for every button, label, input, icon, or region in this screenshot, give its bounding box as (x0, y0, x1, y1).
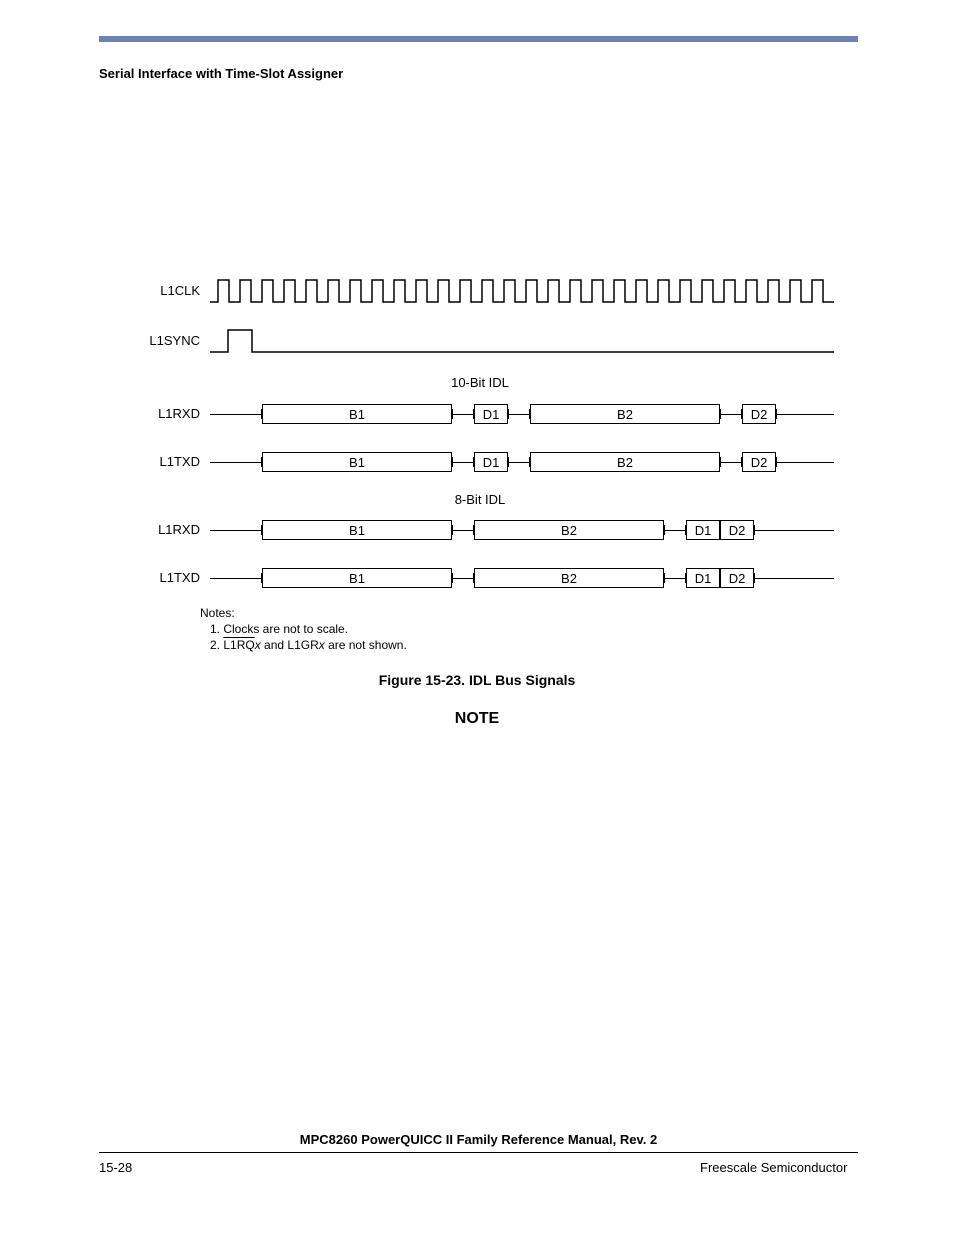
timeslot-box: B1 (262, 568, 452, 588)
decoration (776, 457, 777, 467)
decoration (261, 457, 262, 467)
decoration (741, 409, 742, 419)
signal-baseline (776, 414, 834, 415)
decoration (719, 525, 720, 535)
decoration (452, 409, 453, 419)
decoration (754, 573, 755, 583)
signal-label: L1RXD (140, 406, 200, 421)
timeslot-box: B2 (530, 452, 720, 472)
timeslot-box: B2 (474, 520, 664, 540)
footer-rule (99, 1152, 858, 1153)
decoration (452, 573, 453, 583)
signal-baseline (754, 578, 834, 579)
signal-baseline (210, 414, 262, 415)
timeslot-box: D2 (742, 452, 776, 472)
decoration (261, 525, 262, 535)
decoration (508, 457, 509, 467)
decoration: x (255, 638, 261, 652)
decoration (529, 409, 530, 419)
decoration (261, 573, 262, 583)
decoration (473, 573, 474, 583)
signal-baseline (210, 462, 262, 463)
timeslot-box: B2 (474, 568, 664, 588)
timeslot-box: B1 (262, 452, 452, 472)
signal-baseline (508, 462, 530, 463)
decoration (261, 409, 262, 419)
decoration (719, 573, 720, 583)
signal-baseline (452, 530, 474, 531)
sync-waveform (0, 0, 954, 1235)
label-8bit-idl: 8-Bit IDL (430, 492, 530, 507)
signal-baseline (508, 414, 530, 415)
decoration (473, 457, 474, 467)
signal-baseline (720, 462, 742, 463)
timeslot-box: D2 (720, 520, 754, 540)
decoration (685, 525, 686, 535)
footer-page-number: 15-28 (99, 1160, 132, 1175)
timeslot-box: D1 (686, 568, 720, 588)
decoration: L1RQ (223, 638, 254, 652)
signal-label: L1RXD (140, 522, 200, 537)
signal-baseline (776, 462, 834, 463)
timeslot-box: B2 (530, 404, 720, 424)
decoration (664, 525, 665, 535)
signal-baseline (210, 530, 262, 531)
decoration (720, 457, 721, 467)
timeslot-box: D1 (474, 404, 508, 424)
note-heading: NOTE (417, 710, 537, 728)
decoration (473, 409, 474, 419)
timeslot-box: B1 (262, 520, 452, 540)
decoration (685, 573, 686, 583)
signal-baseline (754, 530, 834, 531)
signal-label: L1TXD (140, 454, 200, 469)
decoration: x (319, 638, 325, 652)
decoration (741, 457, 742, 467)
timeslot-box: D2 (742, 404, 776, 424)
decoration (452, 457, 453, 467)
decoration (210, 330, 834, 352)
signal-baseline (664, 530, 686, 531)
decoration (452, 525, 453, 535)
timeslot-box: D1 (474, 452, 508, 472)
signal-label: L1TXD (140, 570, 200, 585)
decoration (508, 409, 509, 419)
label-10bit-idl: 10-Bit IDL (430, 375, 530, 390)
figure-notes: Notes: 1. Clocks are not to scale. 2. L1… (200, 605, 407, 654)
signal-baseline (452, 462, 474, 463)
decoration (754, 525, 755, 535)
signal-baseline (664, 578, 686, 579)
timeslot-box: D1 (686, 520, 720, 540)
timeslot-box: D2 (720, 568, 754, 588)
footer-vendor: Freescale Semiconductor (700, 1160, 847, 1175)
signal-label-l1sync: L1SYNC (140, 333, 200, 348)
decoration (473, 525, 474, 535)
decoration (529, 457, 530, 467)
footer-manual-title: MPC8260 PowerQUICC II Family Reference M… (99, 1132, 858, 1147)
timeslot-box: B1 (262, 404, 452, 424)
signal-baseline (452, 414, 474, 415)
signal-baseline (720, 414, 742, 415)
signal-baseline (210, 578, 262, 579)
figure-caption: Figure 15-23. IDL Bus Signals (357, 672, 597, 688)
decoration (720, 409, 721, 419)
signal-baseline (452, 578, 474, 579)
decoration (776, 409, 777, 419)
decoration (664, 573, 665, 583)
